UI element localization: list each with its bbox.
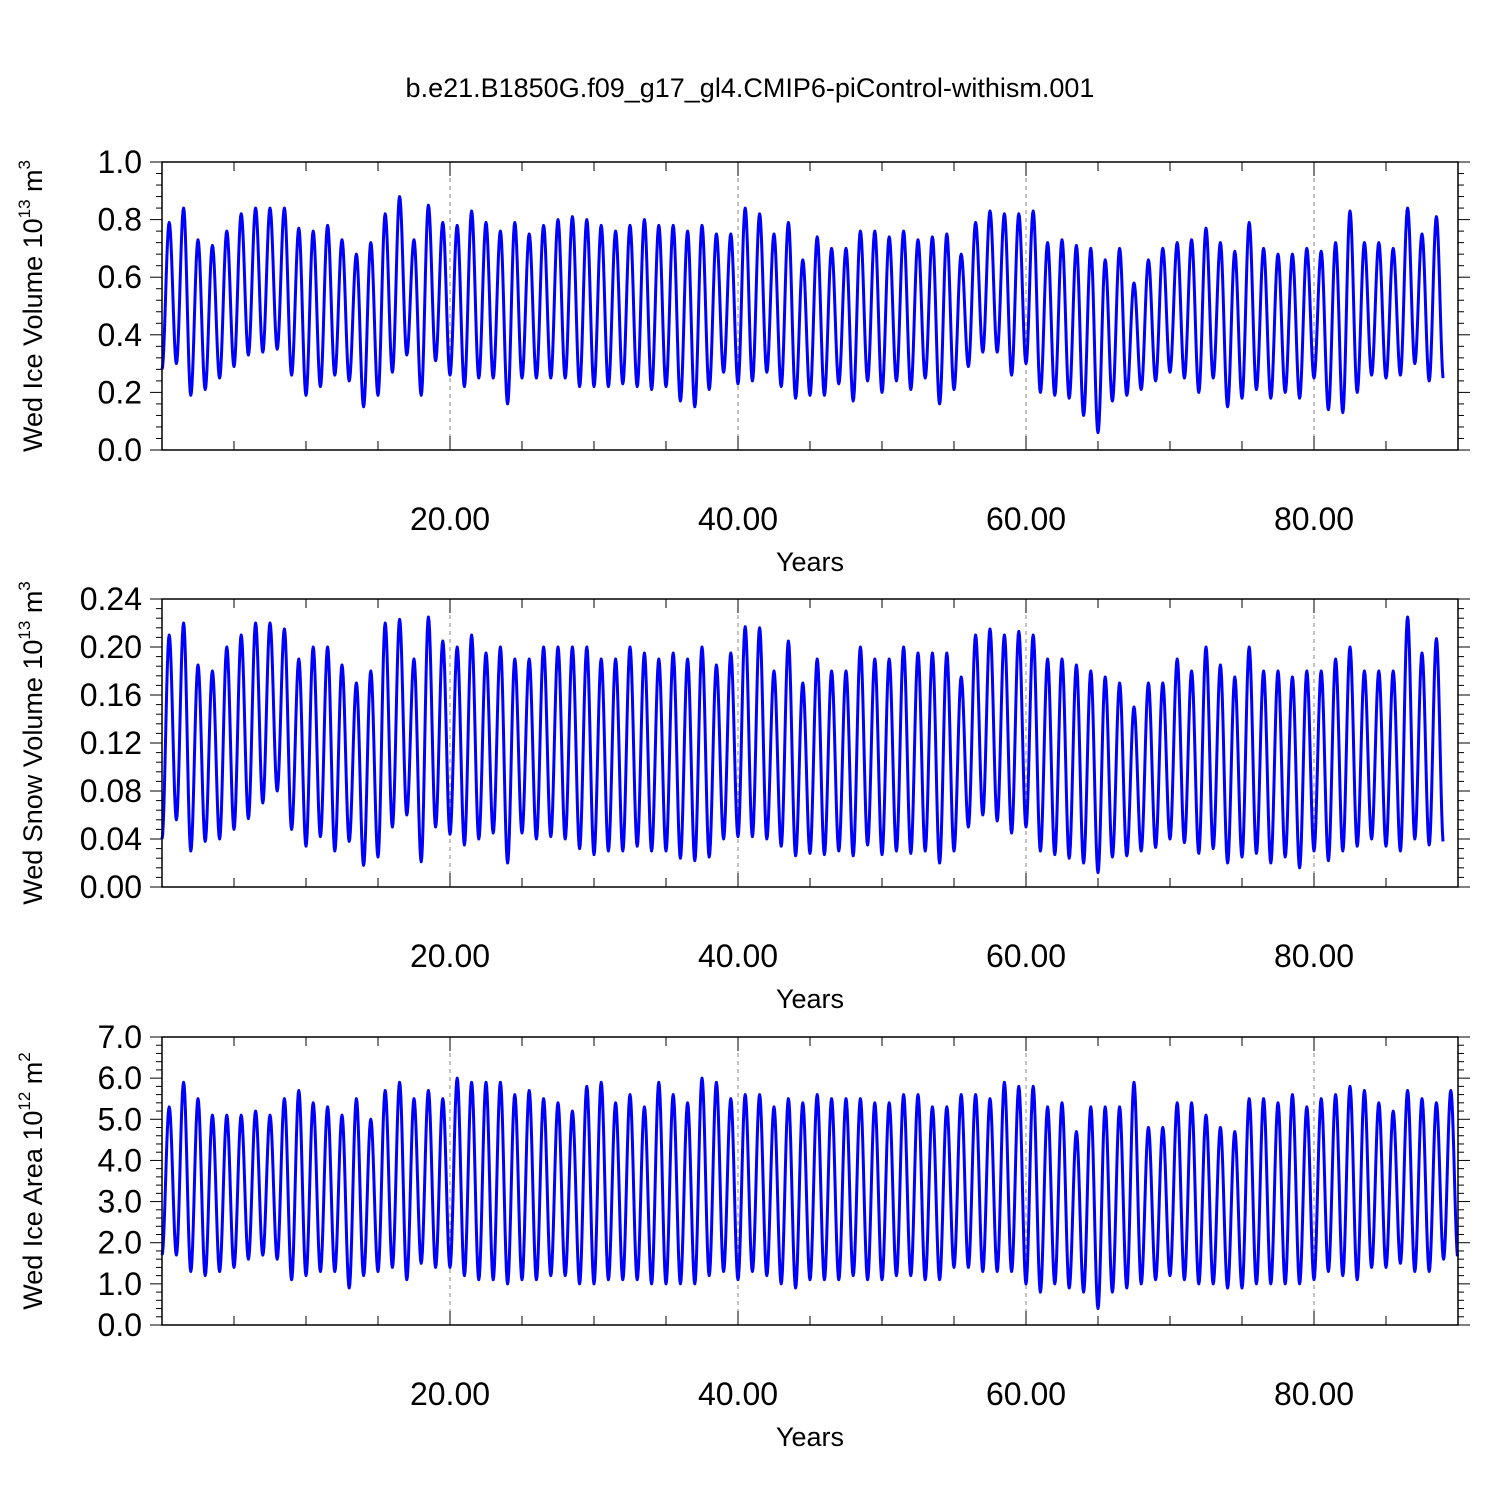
panels: 0.0 0.2 0.4 0.6 0.8 1.0 20.00 40.00 60.00 80.00 Ye…	[15, 144, 1470, 1452]
plot-frame	[161, 1036, 1459, 1326]
plot-frame	[161, 598, 1459, 888]
x-tick-label: 20.00	[410, 938, 490, 974]
chart-panel-3: 0.0 1.0 2.0 3.0 4.0 5.0 6.0 7.0 20.00 40.00 60.00 8…	[15, 1019, 1470, 1452]
y-tick-label: 0.16	[80, 677, 142, 713]
y-tick-label: 0.2	[98, 374, 142, 410]
y-tick-label: 6.0	[98, 1060, 142, 1096]
x-tick-label: 20.00	[410, 501, 490, 537]
x-tick-label: 60.00	[986, 938, 1066, 974]
figure-title: b.e21.B1850G.f09_g17_gl4.CMIP6-piControl…	[406, 73, 1095, 103]
y-tick-label: 2.0	[98, 1225, 142, 1261]
data-line	[160, 1076, 1459, 1310]
y-tick-label: 7.0	[98, 1019, 142, 1055]
y-tick-label: 0.20	[80, 629, 142, 665]
x-tick-label: 60.00	[986, 501, 1066, 537]
x-axis-title: Years	[776, 547, 844, 577]
y-tick-label: 0.0	[98, 432, 142, 468]
chart-panel-2: 0.00 0.04 0.08 0.12 0.16 0.20 0.24 20.00 40.00 60…	[15, 581, 1470, 1014]
chart-panel-1: 0.0 0.2 0.4 0.6 0.8 1.0 20.00 40.00 60.00 80.00 Ye…	[15, 144, 1470, 577]
data-line	[160, 615, 1445, 875]
x-tick-label: 80.00	[1274, 938, 1354, 974]
x-tick-label: 40.00	[698, 501, 778, 537]
x-tick-label: 80.00	[1274, 501, 1354, 537]
x-tick-label: 40.00	[698, 938, 778, 974]
y-tick-label: 1.0	[98, 1266, 142, 1302]
y-tick-label: 5.0	[98, 1101, 142, 1137]
y-tick-label: 1.0	[98, 144, 142, 180]
plot-frame	[161, 161, 1459, 451]
x-axis-title: Years	[776, 1422, 844, 1452]
x-axis-title: Years	[776, 984, 844, 1014]
y-tick-label: 0.12	[80, 725, 142, 761]
x-tick-label: 20.00	[410, 1376, 490, 1412]
y-tick-label: 0.8	[98, 202, 142, 238]
y-tick-label: 0.00	[80, 869, 142, 905]
x-tick-label: 80.00	[1274, 1376, 1354, 1412]
y-tick-label: 0.24	[80, 581, 142, 617]
y-tick-label: 0.4	[98, 317, 142, 353]
y-axis-title: Wed Ice Volume 1013 m3	[15, 160, 48, 452]
x-tick-label: 40.00	[698, 1376, 778, 1412]
data-line	[160, 195, 1445, 435]
y-axis-title: Wed Snow Volume 1013 m3	[15, 581, 48, 905]
y-axis-title: Wed Ice Area 1012 m2	[15, 1052, 48, 1310]
y-tick-label: 0.08	[80, 773, 142, 809]
y-tick-label: 0.6	[98, 259, 142, 295]
y-tick-label: 0.04	[80, 821, 142, 857]
y-tick-label: 3.0	[98, 1184, 142, 1220]
x-tick-label: 60.00	[986, 1376, 1066, 1412]
y-tick-label: 4.0	[98, 1142, 142, 1178]
y-tick-label: 0.0	[98, 1307, 142, 1343]
